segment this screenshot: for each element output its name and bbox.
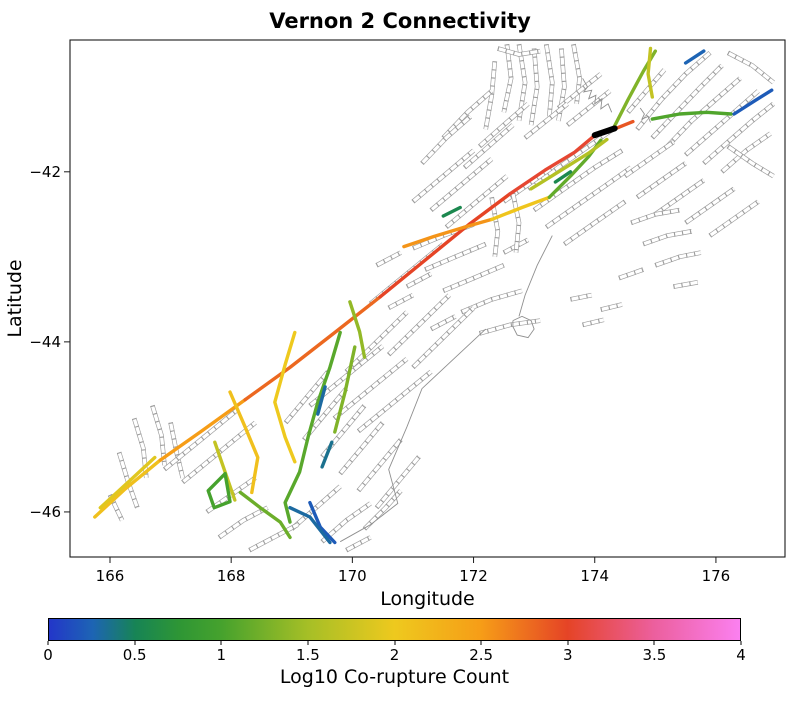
fault-trace-hope-east: [490, 195, 551, 222]
fault-trace-alpine-north: [378, 192, 512, 299]
y-tick-label: −42: [29, 163, 61, 181]
colorbar-tick-label: 4: [736, 646, 746, 664]
fault-trace-alpine-south: [158, 398, 247, 462]
x-tick-label: 170: [338, 567, 367, 585]
fault-trace-sw-parallel-yellow: [98, 455, 157, 510]
colorbar-tick-mark: [47, 641, 49, 645]
x-tick-label: 166: [96, 567, 125, 585]
colorbar-tick-label: 1.5: [295, 646, 320, 664]
plot-frame: [69, 39, 786, 558]
fault-trace-otago-green-2: [333, 345, 357, 434]
x-tick-label: 174: [580, 567, 609, 585]
colorbar-tick-mark: [480, 641, 482, 645]
y-axis-label: Latitude: [4, 259, 26, 337]
fault-trace-alpine-puysegur: [93, 458, 163, 519]
colorbar-tick-mark: [653, 641, 655, 645]
chart-title: Vernon 2 Connectivity: [269, 9, 531, 33]
colorbar-tick-mark: [134, 641, 136, 645]
y-tick-label: −46: [29, 503, 61, 521]
colorbar-tick-labels: 0 0.5 1 1.5 2 2.5 3 3.5 4: [43, 641, 746, 664]
fault-trace-wellington: [646, 46, 654, 99]
map-plot: 166 168 170 172 174 176 −42 −44 −46 Longitude Lati…: [4, 39, 786, 610]
fault-trace-southland-yg: [213, 440, 237, 502]
colorbar-tick-label: 3: [562, 646, 573, 664]
colorbar-tick-label: 3.5: [642, 646, 667, 664]
fault-trace-otago-green-long: [283, 330, 342, 524]
colorbar-tick-label: 2: [389, 646, 400, 664]
x-tick-label: 168: [217, 567, 246, 585]
fault-trace-otago-blue-2: [320, 440, 334, 469]
colorbar-tick-label: 1: [216, 646, 227, 664]
colorbar-area: 0 0.5 1 1.5 2 2.5 3 3.5 4 Log10 Co-rupture Count: [0, 610, 800, 701]
fault-trace-south-blue: [288, 506, 332, 545]
map-content: [93, 43, 775, 553]
axes: 166 168 170 172 174 176 −42 −44 −46 Longitude Lati…: [4, 163, 730, 610]
fault-trace-otago-blue-1: [316, 385, 327, 416]
fault-trace-otago-blue-3: [308, 500, 337, 545]
fault-trace-wairau-west: [508, 132, 598, 196]
corupture-fault-traces: [93, 46, 774, 545]
fault-trace-west-otago-yellow: [228, 390, 260, 495]
background-fault-network: [107, 43, 775, 553]
fault-trace-wairarapa-blue: [683, 49, 706, 65]
fault-trace-clarence: [529, 137, 609, 191]
highlighted-fault-vernon-2: [591, 125, 618, 139]
fault-trace-awatere-teal: [553, 170, 573, 184]
fault-trace-palliser-east: [650, 110, 733, 121]
colorbar-tick-mark: [740, 641, 742, 645]
coastline: [639, 107, 651, 123]
colorbar-tick-mark: [394, 641, 395, 645]
fault-trace-otago-yellow: [273, 330, 297, 464]
fault-trace-hope-west: [402, 217, 494, 249]
fault-trace-south-green: [238, 490, 292, 540]
colorbar-gradient: [48, 618, 741, 641]
coastline: [518, 235, 553, 317]
fault-trace-mid-green: [348, 300, 367, 359]
x-axis-label: Longitude: [380, 588, 475, 610]
coastline: [339, 328, 487, 543]
x-tick-label: 172: [459, 567, 488, 585]
coastline: [512, 315, 535, 339]
y-tick-label: −44: [29, 333, 61, 351]
colorbar-tick-label: 0.5: [122, 646, 147, 664]
colorbar-label: Log10 Co-rupture Count: [279, 666, 510, 688]
fault-trace-green-loop: [206, 472, 232, 510]
fault-trace-east-coast-blue: [732, 88, 774, 116]
colorbar-tick-label: 2.5: [469, 646, 494, 664]
colorbar-tick-mark: [567, 641, 569, 645]
colorbar-tick-mark: [307, 641, 309, 645]
fault-trace-hanmer-teal: [441, 205, 462, 218]
coastline: [582, 78, 613, 113]
colorbar-tick-mark: [220, 641, 222, 645]
x-tick-label: 176: [702, 567, 731, 585]
colorbar-tick-label: 0: [43, 646, 53, 664]
fault-trace-alpine-central: [243, 295, 382, 402]
fault-trace-wairau-east: [614, 119, 635, 131]
